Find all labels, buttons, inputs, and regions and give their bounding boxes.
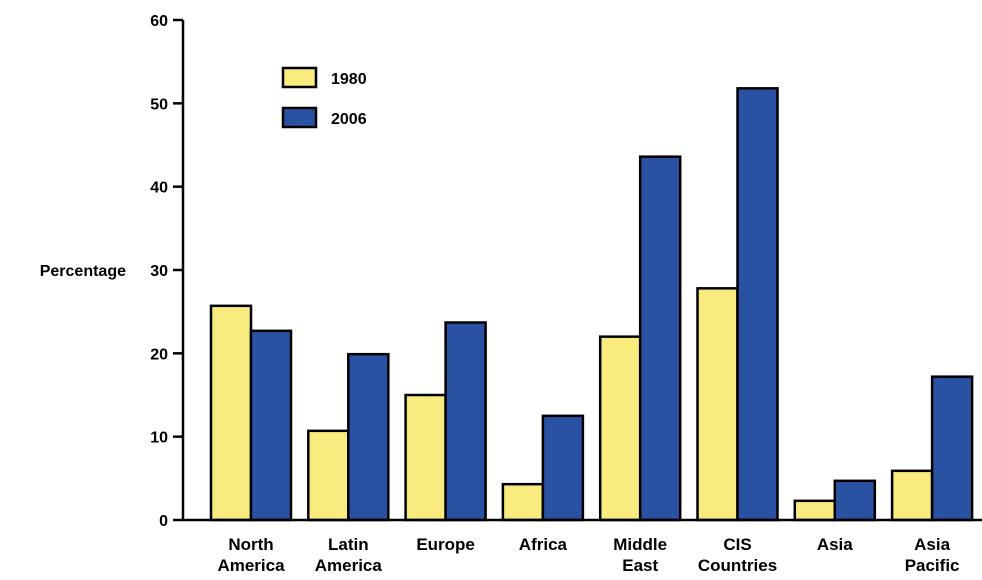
bar-1980	[307, 429, 350, 522]
y-tick-label: 10	[150, 430, 168, 447]
y-axis-label: Percentage	[40, 263, 126, 280]
y-ticks-group: 0 10 20 30 40 50 60	[150, 13, 183, 530]
x-category-label: CIS	[723, 535, 751, 554]
x-category-label: America	[315, 556, 383, 575]
bar-2006	[444, 321, 487, 522]
x-category-label: Latin	[328, 535, 369, 554]
legend-swatch-2006	[281, 106, 318, 129]
bar-1980	[696, 287, 739, 522]
y-tick-label: 40	[150, 180, 168, 197]
bar-1980	[209, 304, 253, 522]
bar-1980	[793, 499, 837, 522]
bar-1980	[501, 482, 545, 522]
y-tick-label: 30	[150, 263, 168, 280]
legend-label: 2006	[331, 111, 367, 128]
bar-2006	[930, 375, 974, 522]
bar-2006	[249, 329, 293, 522]
bar-2006	[638, 155, 682, 522]
bar-1980	[598, 335, 642, 522]
bar-1980	[890, 469, 934, 522]
legend: 1980 2006	[281, 66, 367, 129]
y-tick-label: 20	[150, 346, 168, 363]
x-labels-group: North America Latin America Europe Africa Midd…	[217, 535, 959, 575]
x-category-label: Europe	[416, 535, 475, 554]
x-category-label: East	[622, 556, 658, 575]
legend-label: 1980	[331, 71, 367, 88]
x-category-label: North	[228, 535, 273, 554]
bar-2006	[736, 87, 779, 522]
y-tick-label: 50	[150, 96, 168, 113]
legend-swatch-1980	[281, 66, 318, 89]
y-tick-label: 60	[150, 13, 168, 30]
x-category-label: Countries	[698, 556, 777, 575]
x-category-label: Asia	[914, 535, 950, 554]
y-tick-label: 0	[159, 513, 168, 530]
bar-2006	[541, 414, 585, 522]
bar-2006	[347, 352, 390, 522]
x-category-label: Asia	[817, 535, 853, 554]
x-category-label: Africa	[519, 535, 568, 554]
x-category-label: Pacific	[905, 556, 960, 575]
bar-1980	[404, 393, 447, 522]
bar-2006	[833, 479, 877, 522]
bars-group	[209, 87, 974, 522]
x-category-label: Middle	[613, 535, 667, 554]
x-category-label: America	[217, 556, 285, 575]
